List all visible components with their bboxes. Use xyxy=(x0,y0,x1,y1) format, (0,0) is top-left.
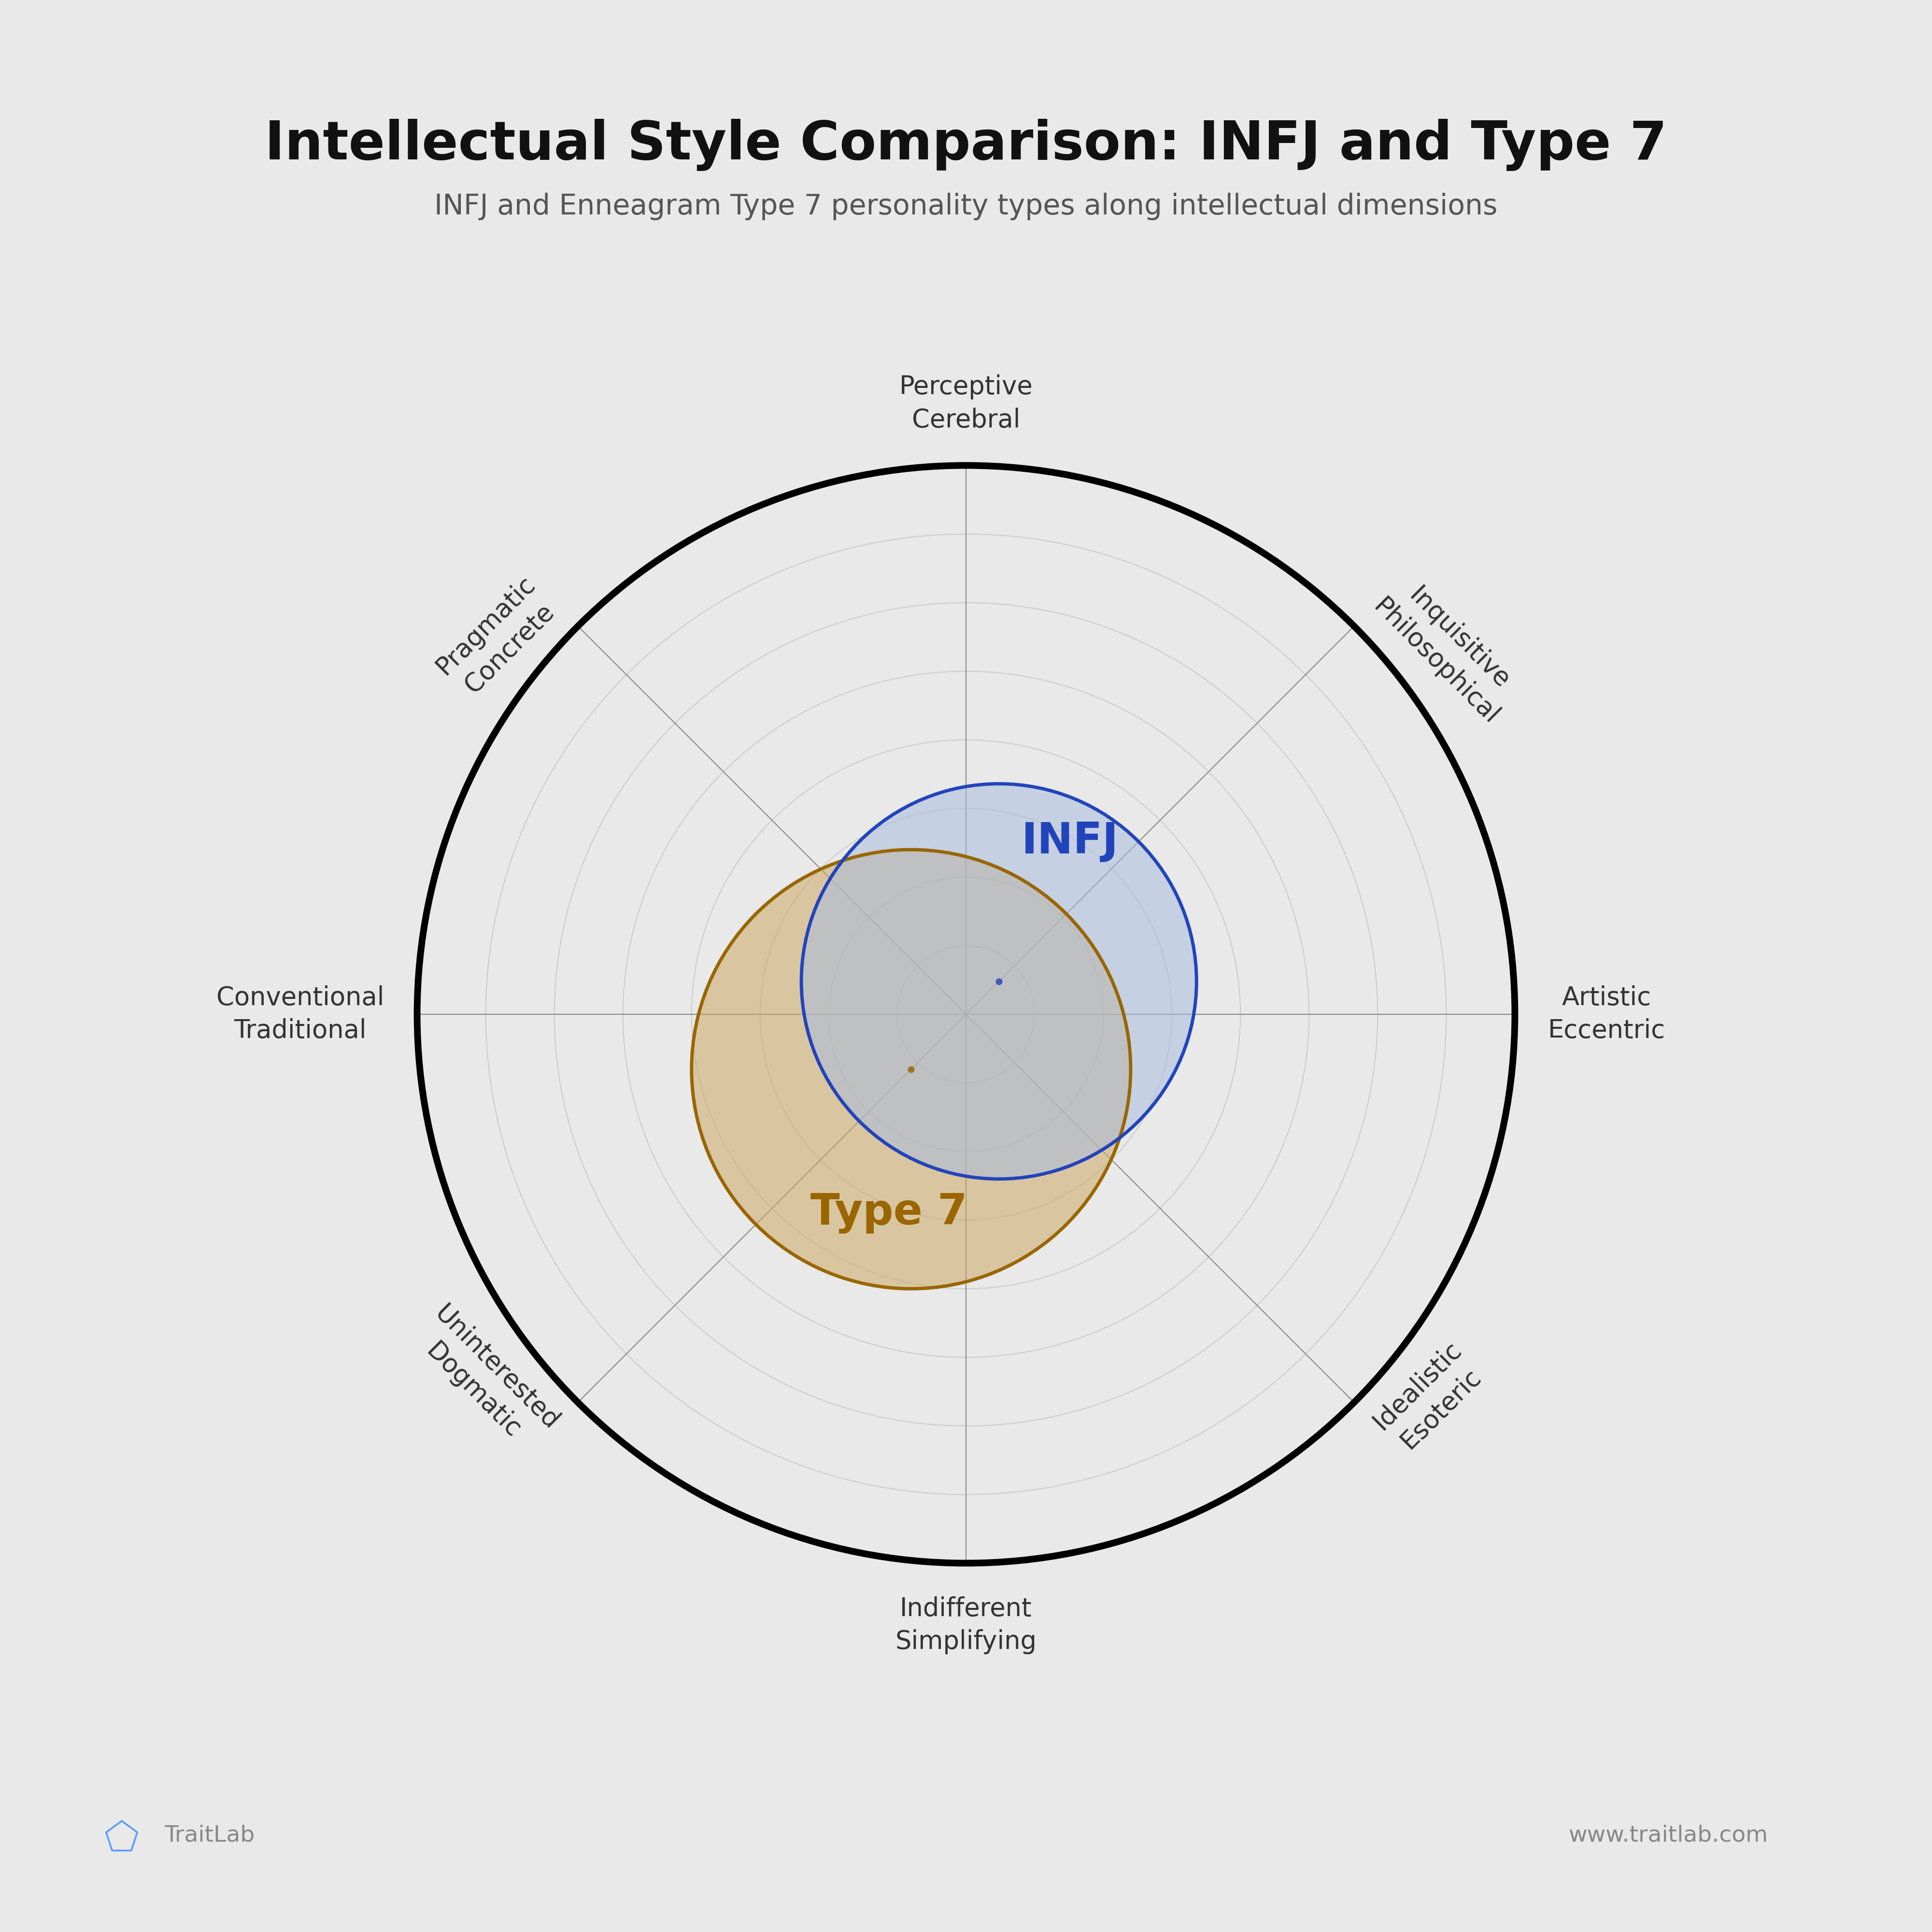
Text: Indifferent
Simplifying: Indifferent Simplifying xyxy=(895,1596,1037,1654)
Text: INFJ: INFJ xyxy=(1022,821,1119,864)
Circle shape xyxy=(692,850,1130,1289)
Point xyxy=(896,1053,927,1084)
Text: Conventional
Traditional: Conventional Traditional xyxy=(216,985,384,1043)
Circle shape xyxy=(802,784,1196,1179)
Text: INFJ and Enneagram Type 7 personality types along intellectual dimensions: INFJ and Enneagram Type 7 personality ty… xyxy=(435,193,1497,220)
Text: TraitLab: TraitLab xyxy=(164,1824,255,1847)
Text: Uninterested
Dogmatic: Uninterested Dogmatic xyxy=(406,1300,564,1459)
Text: Perceptive
Cerebral: Perceptive Cerebral xyxy=(898,375,1034,433)
Text: Idealistic
Esoteric: Idealistic Esoteric xyxy=(1368,1337,1490,1459)
Text: Artistic
Eccentric: Artistic Eccentric xyxy=(1548,985,1665,1043)
Text: Type 7: Type 7 xyxy=(811,1192,968,1235)
Text: Intellectual Style Comparison: INFJ and Type 7: Intellectual Style Comparison: INFJ and … xyxy=(265,120,1667,172)
Text: www.traitlab.com: www.traitlab.com xyxy=(1569,1824,1768,1847)
Text: Inquisitive
Philosophical: Inquisitive Philosophical xyxy=(1368,570,1526,730)
Text: Pragmatic
Concrete: Pragmatic Concrete xyxy=(431,570,564,703)
Point xyxy=(983,966,1014,997)
